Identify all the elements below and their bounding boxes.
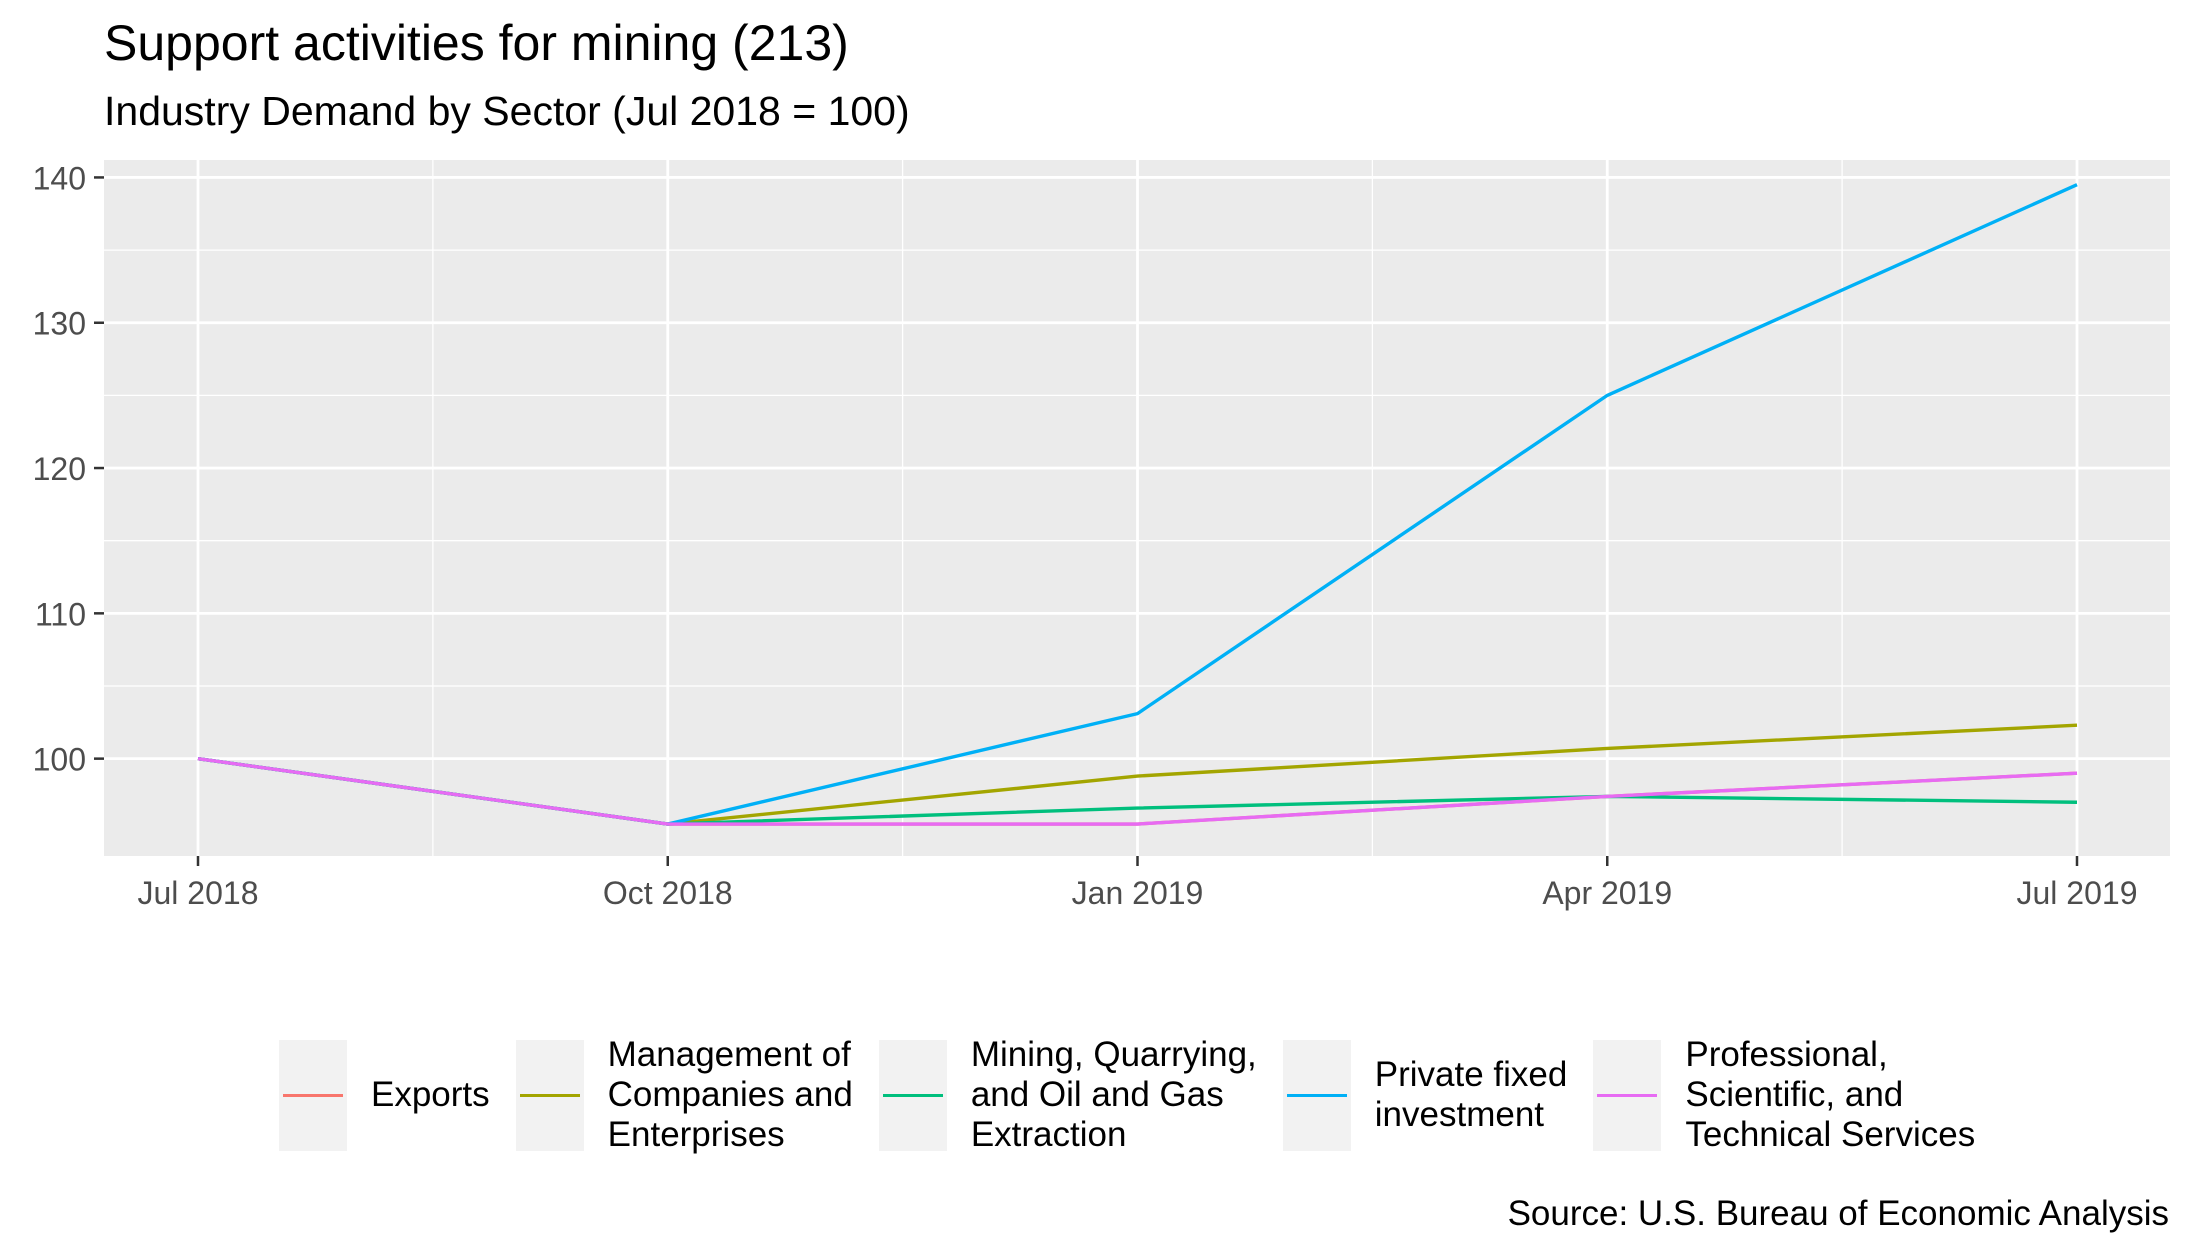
y-tick-label: 110: [35, 596, 86, 632]
source-caption: Source: U.S. Bureau of Economic Analysis: [1507, 1194, 2169, 1233]
legend-key-swatch: [878, 1039, 947, 1151]
x-tick-label: Jul 2018: [138, 875, 259, 911]
x-tick-label: Oct 2018: [603, 875, 733, 911]
legend-key-swatch: [515, 1039, 584, 1151]
legend-item: Exports: [279, 1039, 490, 1151]
legend-label: Mining, Quarrying, and Oil and Gas Extra…: [970, 1035, 1257, 1154]
x-tick-label: Apr 2019: [1542, 875, 1672, 911]
y-tick-label: 120: [33, 451, 86, 487]
legend-item: Management of Companies and Enterprises: [515, 1035, 853, 1155]
legend-item: Professional, Scientific, and Technical …: [1593, 1035, 1975, 1155]
legend-item: Mining, Quarrying, and Oil and Gas Extra…: [878, 1035, 1257, 1155]
chart-title: Support activities for mining (213): [104, 15, 849, 71]
legend-label: Private fixed investment: [1374, 1055, 1568, 1134]
y-tick-label: 100: [33, 742, 86, 778]
legend-label: Exports: [371, 1075, 490, 1114]
chart-legend: Exports Management of Companies and Enter…: [279, 1035, 2001, 1155]
y-tick-label: 130: [33, 306, 86, 342]
chart-subtitle: Industry Demand by Sector (Jul 2018 = 10…: [104, 88, 910, 134]
legend-key-swatch: [279, 1039, 347, 1151]
x-tick-label: Jan 2019: [1072, 875, 1204, 911]
series-line: [197, 756, 2078, 826]
legend-label: Management of Companies and Enterprises: [607, 1035, 853, 1154]
legend-key-swatch: [1282, 1039, 1351, 1151]
legend-label: Professional, Scientific, and Technical …: [1685, 1035, 1976, 1154]
line-chart: 100 110 120 130 140 Jul 2018 Oct 2018 Jan 2019 A…: [33, 160, 2170, 911]
y-tick-label: 140: [33, 160, 86, 196]
legend-key-swatch: [1593, 1039, 1662, 1151]
x-tick-label: Jul 2019: [2017, 875, 2138, 911]
legend-item: Private fixed investment: [1282, 1039, 1568, 1151]
